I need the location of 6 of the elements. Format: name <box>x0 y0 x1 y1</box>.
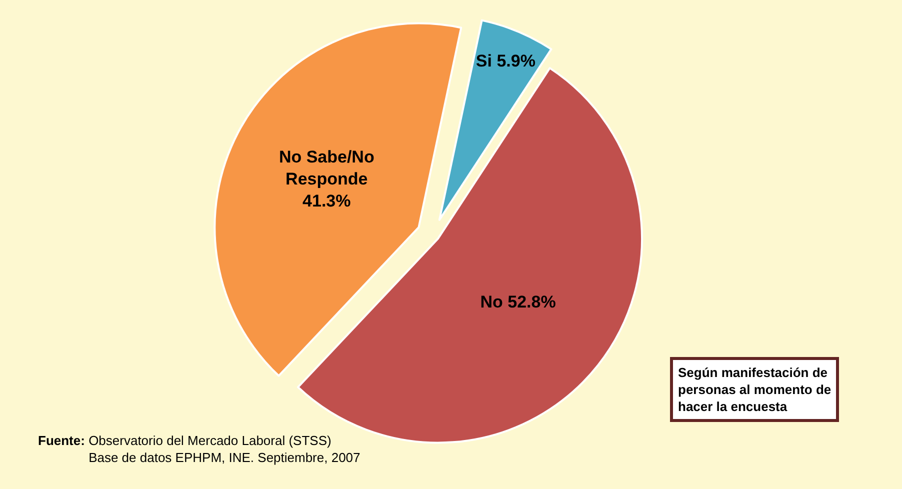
slice-label: Si 5.9% <box>476 51 536 70</box>
data-label: 41.3% <box>302 192 351 211</box>
text: Según manifestación de personas al momento de hacer la encuesta <box>678 365 832 414</box>
slice-label: No 52.8% <box>480 292 556 312</box>
slice-label: No Sabe/No Responde <box>278 147 374 189</box>
source-note: Fuente: Observatorio del Mercado Laboral (STSS) Base de datos EPHPM, INE. Septiembre, 2007 <box>38 433 360 465</box>
